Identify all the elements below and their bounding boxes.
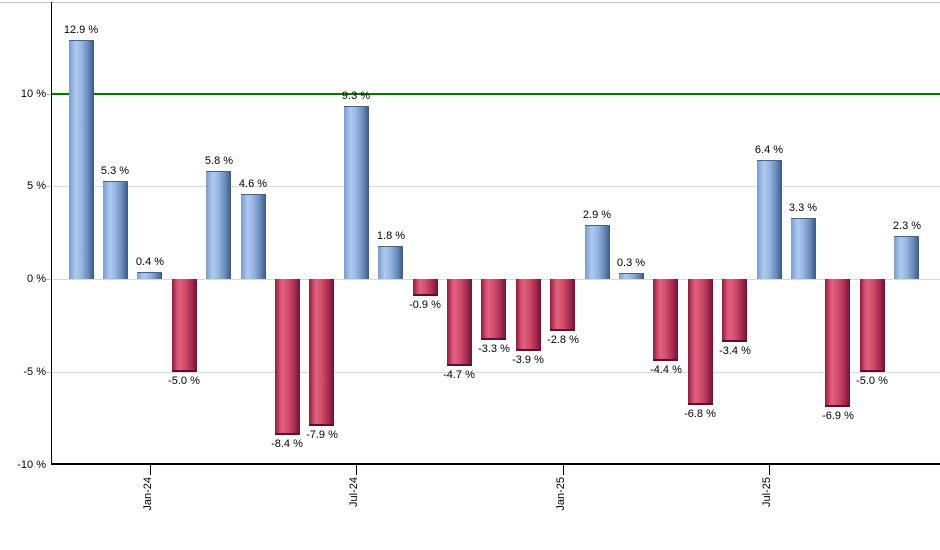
- bar-6: [275, 279, 300, 435]
- bar-value-label-23: -5.0 %: [856, 375, 888, 387]
- x-tick-label: Jul-24: [348, 477, 360, 507]
- plot-top-border: [0, 2, 940, 3]
- bar-0: [69, 40, 94, 279]
- y-tick-label: 10 %: [20, 88, 46, 100]
- bar-value-label-7: -7.9 %: [306, 429, 338, 441]
- reference-line-10pct: [51, 93, 940, 95]
- bar-19: [722, 279, 747, 342]
- bar-1: [103, 181, 128, 279]
- bar-value-label-15: 2.9 %: [582, 209, 612, 221]
- bar-16: [619, 273, 644, 279]
- bar-value-label-9: 1.8 %: [376, 230, 406, 242]
- y-tick-mark: [46, 94, 51, 95]
- bar-value-label-11: -4.7 %: [443, 369, 475, 381]
- bar-21: [791, 218, 816, 279]
- x-axis-line: [51, 463, 940, 465]
- bar-value-label-24: 2.3 %: [892, 220, 922, 232]
- bar-17: [653, 279, 678, 361]
- bar-23: [860, 279, 885, 372]
- y-tick-label: -5 %: [23, 366, 46, 378]
- bar-22: [825, 279, 850, 407]
- bar-value-label-20: 6.4 %: [754, 144, 784, 156]
- bar-10: [413, 279, 438, 296]
- gridline-5: [51, 186, 940, 187]
- bar-value-label-12: -3.3 %: [478, 343, 510, 355]
- bar-value-label-17: -4.4 %: [650, 364, 682, 376]
- x-tick-label: Jul-25: [761, 477, 773, 507]
- y-tick-mark: [46, 186, 51, 187]
- bar-18: [688, 279, 713, 405]
- bar-value-label-18: -6.8 %: [684, 408, 716, 420]
- x-tick-mark: [150, 463, 151, 475]
- bar-value-label-1: 5.3 %: [100, 165, 130, 177]
- bar-value-label-5: 4.6 %: [238, 178, 268, 190]
- bar-value-label-3: -5.0 %: [168, 375, 200, 387]
- y-axis-line: [51, 2, 52, 464]
- bar-4: [206, 171, 231, 279]
- bar-15: [585, 225, 610, 279]
- y-tick-label: -10 %: [17, 459, 46, 471]
- y-tick-mark: [46, 372, 51, 373]
- bar-5: [241, 194, 266, 279]
- bar-24: [894, 236, 919, 279]
- bar-3: [172, 279, 197, 372]
- bar-value-label-8: 9.3 %: [341, 90, 371, 102]
- y-tick-label: 0 %: [27, 273, 46, 285]
- bar-13: [516, 279, 541, 351]
- bar-value-label-0: 12.9 %: [63, 24, 99, 36]
- bar-12: [481, 279, 506, 340]
- bar-value-label-13: -3.9 %: [512, 354, 544, 366]
- y-tick-label: 5 %: [27, 180, 46, 192]
- bar-value-label-4: 5.8 %: [204, 155, 234, 167]
- bar-7: [309, 279, 334, 426]
- x-tick-label: Jan-25: [555, 477, 567, 511]
- bar-value-label-6: -8.4 %: [271, 438, 303, 450]
- x-tick-mark: [356, 463, 357, 475]
- gridline--5: [51, 372, 940, 373]
- x-tick-mark: [769, 463, 770, 475]
- x-tick-label: Jan-24: [142, 477, 154, 511]
- bar-2: [137, 272, 162, 279]
- bar-value-label-10: -0.9 %: [409, 299, 441, 311]
- bar-value-label-2: 0.4 %: [135, 256, 165, 268]
- bar-value-label-14: -2.8 %: [547, 334, 579, 346]
- bar-value-label-21: 3.3 %: [788, 202, 818, 214]
- bar-11: [447, 279, 472, 366]
- bar-14: [550, 279, 575, 331]
- x-tick-mark: [563, 463, 564, 475]
- bar-20: [757, 160, 782, 279]
- bar-8: [344, 106, 369, 279]
- bar-value-label-16: 0.3 %: [616, 257, 646, 269]
- y-tick-mark: [46, 279, 51, 280]
- bar-value-label-22: -6.9 %: [822, 410, 854, 422]
- bar-value-label-19: -3.4 %: [719, 345, 751, 357]
- bar-9: [378, 246, 403, 279]
